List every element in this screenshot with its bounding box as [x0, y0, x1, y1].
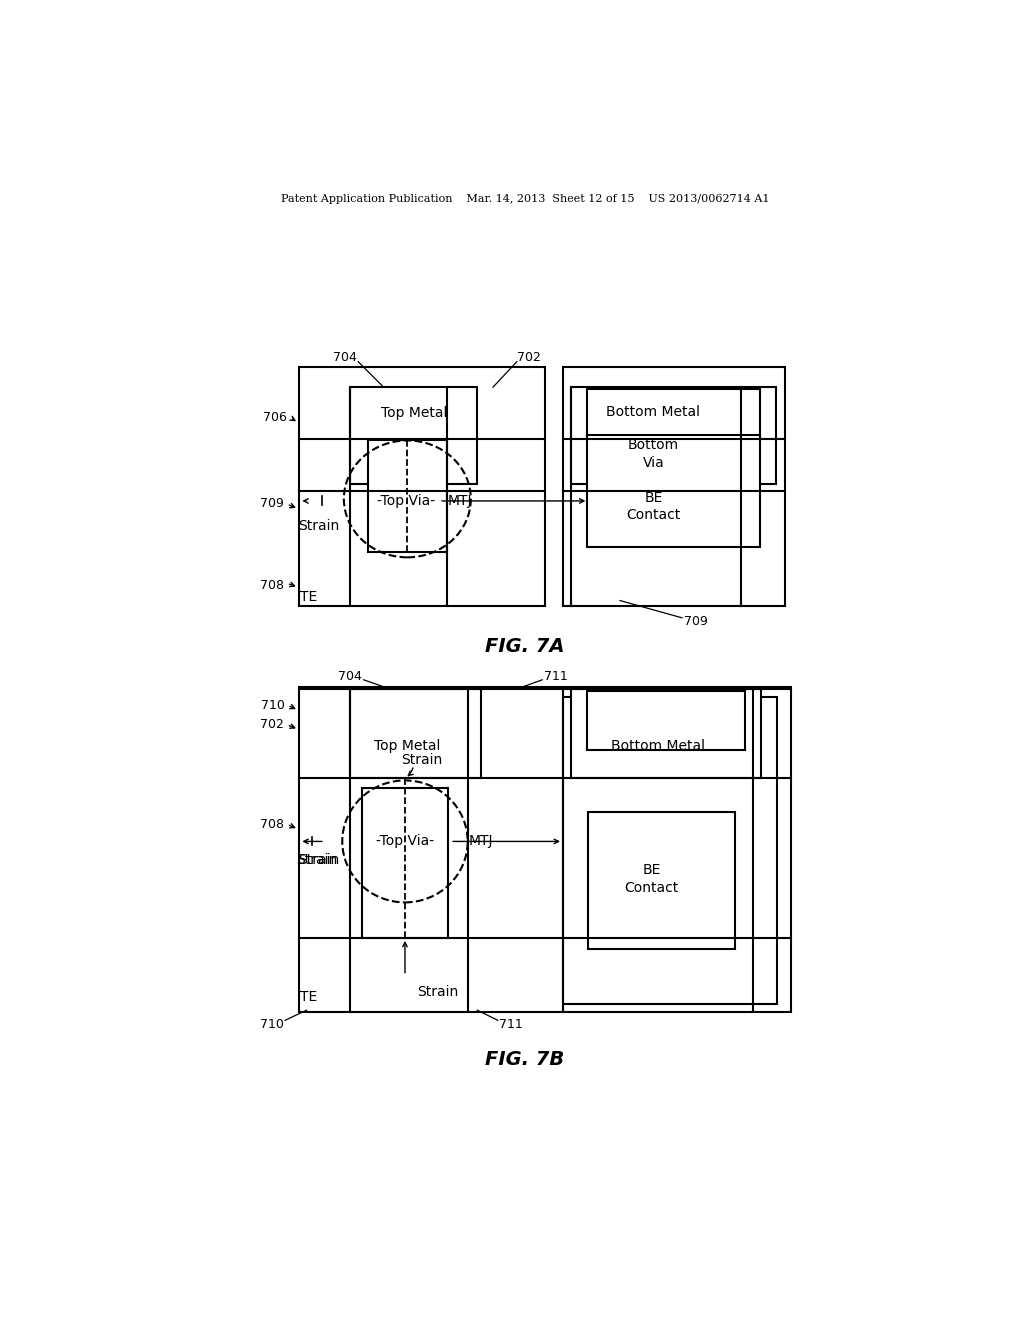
Text: 702: 702 [260, 718, 284, 731]
Text: Contact: Contact [625, 882, 679, 895]
Text: Strain: Strain [401, 754, 442, 767]
Text: Strain: Strain [296, 853, 338, 867]
Text: MTJ: MTJ [447, 494, 472, 508]
Text: 710: 710 [260, 1018, 284, 1031]
Text: Top Metal: Top Metal [381, 405, 446, 420]
Text: -Top Via-: -Top Via- [377, 494, 435, 508]
Bar [570, 689, 761, 779]
Text: 711: 711 [500, 1018, 523, 1031]
Bar [350, 689, 481, 779]
Text: 704: 704 [338, 671, 362, 684]
Bar [563, 367, 785, 606]
Text: TE: TE [300, 590, 317, 605]
Text: 704: 704 [333, 351, 356, 364]
Text: TE: TE [300, 990, 317, 1005]
Text: Strain: Strain [298, 519, 339, 533]
Bar [299, 686, 791, 1012]
Bar [350, 387, 477, 483]
Text: 702: 702 [517, 351, 541, 364]
Bar [587, 434, 760, 546]
Text: 706: 706 [263, 411, 287, 424]
Text: Strain: Strain [417, 985, 458, 999]
Text: BE: BE [644, 491, 663, 504]
Text: -Top Via-: -Top Via- [376, 834, 434, 849]
Text: Via: Via [642, 457, 665, 470]
Bar [362, 788, 447, 939]
Bar [570, 387, 775, 483]
Text: Bottom: Bottom [628, 438, 679, 451]
Bar [299, 367, 545, 606]
Text: 709: 709 [260, 498, 284, 511]
Text: 711: 711 [544, 671, 567, 684]
Text: Bottom Metal: Bottom Metal [611, 739, 706, 752]
Text: 708: 708 [259, 817, 284, 830]
Text: Contact: Contact [627, 508, 681, 523]
Text: FIG. 7A: FIG. 7A [485, 636, 564, 656]
Text: 709: 709 [684, 615, 708, 628]
Text: Top Metal: Top Metal [374, 739, 440, 752]
Text: 710: 710 [261, 698, 285, 711]
Text: MTJ: MTJ [468, 834, 493, 849]
Text: Patent Application Publication    Mar. 14, 2013  Sheet 12 of 15    US 2013/00627: Patent Application Publication Mar. 14, … [281, 194, 769, 205]
Bar [588, 812, 735, 949]
Text: Strain: Strain [298, 853, 339, 867]
Bar [563, 697, 777, 1005]
Text: FIG. 7B: FIG. 7B [485, 1051, 564, 1069]
Text: Bottom Metal: Bottom Metal [606, 405, 700, 420]
Bar [368, 440, 447, 552]
Bar [587, 690, 745, 750]
Text: BE: BE [643, 863, 660, 876]
Bar [587, 389, 760, 438]
Text: 708: 708 [259, 578, 284, 591]
